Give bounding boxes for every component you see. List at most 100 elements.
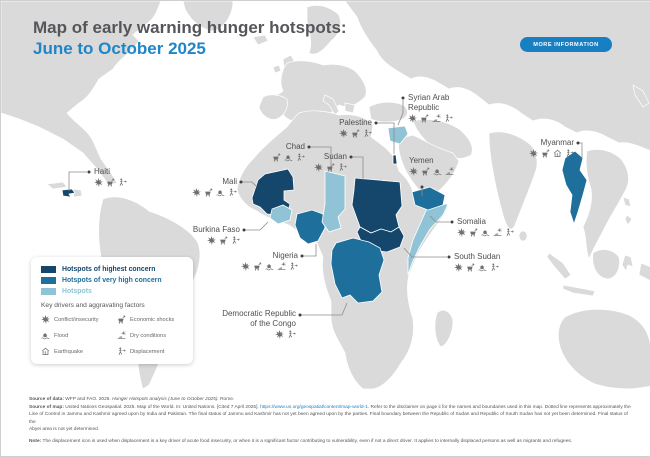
flood-icon [265,262,274,271]
country-label-palestine: Palestine [339,118,372,138]
legend-panel: Hotspots of highest concern Hotspots of … [31,257,193,364]
economic-shocks-icon [219,236,228,245]
driver-label: Conflict/insecurity [54,316,99,323]
displacement-icon [231,236,240,245]
dry-conditions-icon [277,262,286,271]
source-map-line: Source of map: United Nations Geospatial… [29,404,635,412]
economic-shocks-icon [326,163,335,172]
title-line-1: Map of early warning hunger hotspots: [33,18,347,37]
driver-legend-dry: Dry conditions [117,331,183,340]
economic-shocks-icon [421,167,430,176]
conflict-icon [41,315,50,324]
country-name: Republic [408,102,440,112]
economic-shocks-icon [420,114,429,123]
note-label: Note: [29,438,42,444]
country-driver-icons [314,163,347,172]
country-label-myanmar: Myanmar [529,138,574,158]
country-label-haiti: Haiti [94,167,127,187]
displacement-icon [444,114,453,123]
country-name: Mali [222,177,237,186]
flood-icon [481,228,490,237]
country-driver-icons [193,236,240,245]
flood-icon [284,153,293,162]
driver-legend-flood: Flood [41,331,115,340]
driver-label: Flood [54,332,69,339]
driver-label: Earthquake [54,348,84,355]
country-name: Sudan [323,152,347,161]
economic-shocks-icon [541,149,550,158]
legend-tier-highest: Hotspots of highest concern [41,266,183,273]
source-data-label: Source of data: [29,397,64,402]
title-line-2: June to October 2025 [33,39,206,58]
country-label-burkina-faso: Burkina Faso [193,225,240,245]
country-name: Somalia [457,217,486,226]
country-label-somalia: Somalia [457,217,514,237]
country-driver-icons [457,228,514,237]
country-name: Myanmar [540,138,574,147]
note-text: The displacement icon is used when displ… [41,438,573,444]
displacement-icon [287,330,296,339]
country-name: Yemen [409,156,434,165]
abyei-line: Abyei area is not yet determined. [29,427,100,433]
country-driver-icons [408,114,453,123]
country-shape-myanmar [561,150,588,226]
conflict-icon [241,262,250,271]
country-driver-icons [454,263,500,272]
legend-tier-label: Hotspots of very high concern [62,277,162,284]
country-driver-icons [409,167,454,176]
country-label-syrian-arab-republic: Syrian Arab Republic [408,93,453,123]
dry-conditions-icon [432,114,441,123]
driver-legend-conflict: Conflict/insecurity [41,315,115,324]
driver-legend-displacement: Displacement [117,347,183,356]
dry-conditions-icon [493,228,502,237]
legend-tier-hotspots: Hotspots [41,288,183,295]
country-label-mali: Mali [192,177,237,197]
country-driver-icons [192,188,237,197]
economic-shocks-icon [466,263,475,272]
dry-conditions-icon [117,331,126,340]
earthquake-icon [41,347,50,356]
boundary-disclaimer-line: Line of Control in Jammu and Kashmir agr… [29,412,628,425]
source-map-label: Source of map: [29,404,64,410]
country-shape-sudan [351,177,403,234]
source-map-text: United Nations Geospatial. 2025. Map of … [63,404,261,410]
country-name: Syrian Arab [408,93,450,102]
economic-shocks-icon [351,129,360,138]
economic-shocks-icon [204,188,213,197]
country-shape-palestine [392,154,398,165]
page-title: Map of early warning hunger hotspots: Ju… [33,17,347,59]
source-data-post: Rome. [218,397,235,402]
legend-swatch-hotspots [41,288,56,295]
country-driver-icons [529,149,574,158]
country-shape-chad [321,170,346,233]
map-source-link[interactable]: https://www.un.org/geospatial/content/ma… [260,404,368,410]
country-name: Palestine [339,118,372,127]
legend-tier-label: Hotspots [62,288,92,295]
country-label-chad: Chad [272,142,305,162]
country-shape-haiti [61,188,76,198]
source-data-italic: Hunger Hotspots analysis (June to Octobe… [112,397,219,402]
driver-label: Displacement [130,348,165,355]
economic-shocks-icon [272,153,281,162]
conflict-icon [529,149,538,158]
economic-shocks-icon [253,262,262,271]
footer-band [1,390,650,456]
drivers-heading: Key drivers and aggravating factors [41,302,145,309]
conflict-icon [275,330,284,339]
country-name: Burkina Faso [192,225,240,234]
flood-icon [478,263,487,272]
displacement-icon [296,153,305,162]
conflict-icon [192,188,201,197]
country-shape-nigeria [294,209,326,245]
legend-tier-label: Hotspots of highest concern [62,266,156,273]
country-driver-icons [94,178,127,187]
country-label-yemen: Yemen [409,156,454,176]
country-driver-icons [241,262,298,271]
economic-shocks-icon [117,315,126,324]
legend-swatch-very-high [41,277,56,284]
conflict-icon [314,163,323,172]
displacement-icon [118,178,127,187]
more-information-button[interactable]: MORE INFORMATION [520,37,612,52]
